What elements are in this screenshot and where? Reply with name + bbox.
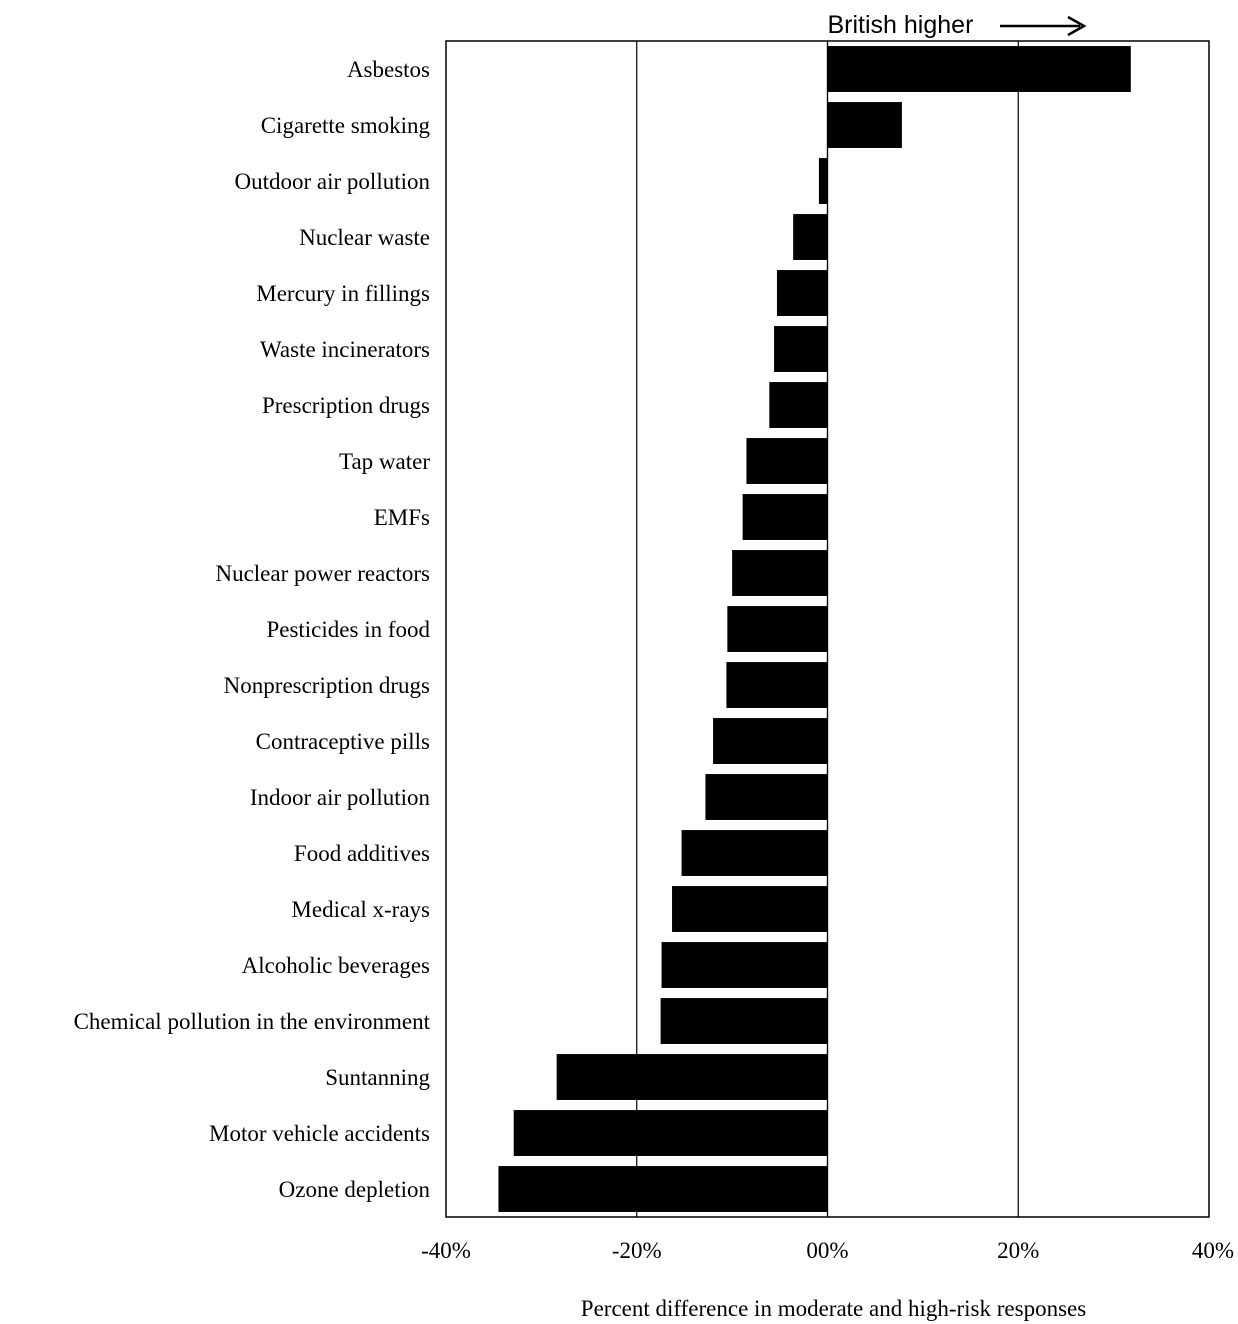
category-label: Contraceptive pills [256, 729, 430, 754]
category-label: Suntanning [325, 1065, 430, 1090]
bar [726, 662, 828, 708]
bar [769, 382, 828, 428]
bar [818, 158, 828, 204]
category-label: Outdoor air pollution [235, 169, 431, 194]
bar [727, 606, 828, 652]
british-higher-annotation: British higher [828, 11, 974, 39]
bar [660, 998, 828, 1044]
bar [776, 270, 828, 316]
bar [732, 550, 828, 596]
bar [742, 494, 828, 540]
category-label: Tap water [339, 449, 430, 474]
category-label: Waste incinerators [260, 337, 430, 362]
x-tick-label: 20% [997, 1238, 1039, 1263]
category-label: Medical x-rays [291, 897, 430, 922]
category-label: Indoor air pollution [250, 785, 431, 810]
category-label: Asbestos [347, 57, 430, 82]
bar [513, 1110, 828, 1156]
category-label: Pesticides in food [266, 617, 430, 642]
category-label: Alcoholic beverages [242, 953, 430, 978]
category-label: Ozone depletion [279, 1177, 431, 1202]
category-label: Food additives [294, 841, 430, 866]
bar [793, 214, 828, 260]
category-label: Cigarette smoking [261, 113, 431, 138]
bar [746, 438, 828, 484]
bar [713, 718, 828, 764]
arrow-head [1067, 15, 1087, 37]
category-label: Motor vehicle accidents [209, 1121, 430, 1146]
bar [827, 102, 902, 148]
bars [498, 41, 1131, 1217]
category-label: Nuclear waste [299, 225, 430, 250]
category-labels: Asbestos Cigarette smoking Outdoor air pol… [74, 57, 431, 1202]
bar [705, 774, 828, 820]
x-tick-labels: -40% -20% 00% 20% 40% [421, 1238, 1234, 1263]
bar [681, 830, 828, 876]
x-tick-label: 00% [806, 1238, 848, 1263]
bar [661, 942, 828, 988]
bar [774, 326, 828, 372]
category-label: Prescription drugs [262, 393, 430, 418]
category-label: Nuclear power reactors [215, 561, 430, 586]
x-tick-label: -20% [612, 1238, 662, 1263]
category-label: Mercury in fillings [256, 281, 430, 306]
bar [498, 1166, 828, 1212]
category-label: Chemical pollution in the environment [74, 1009, 431, 1034]
right-arrow-icon [1000, 15, 1087, 37]
bar [827, 46, 1131, 92]
bar [556, 1054, 828, 1100]
x-axis-label: Percent difference in moderate and high-… [581, 1296, 1086, 1321]
x-tick-label: -40% [421, 1238, 471, 1263]
category-label: Nonprescription drugs [224, 673, 430, 698]
bar [672, 886, 828, 932]
category-label: EMFs [374, 505, 430, 530]
plot-frame [445, 40, 1210, 1218]
x-tick-label: 40% [1192, 1238, 1234, 1263]
